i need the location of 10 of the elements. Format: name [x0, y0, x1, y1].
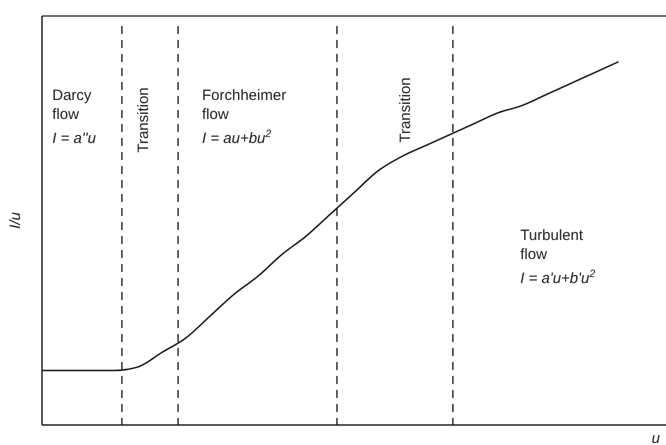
- annotation: Turbulent flow: [520, 227, 584, 263]
- y-axis-title: I/u: [7, 212, 24, 229]
- annotation: Transition: [135, 87, 152, 153]
- annotation: I = au+bu$^{2}$: [202, 128, 272, 147]
- annotation: I = a'u+b'u$^{2}$: [520, 268, 596, 287]
- annotation: Transition: [397, 77, 414, 143]
- annotation: Forchheimer flow: [202, 87, 286, 123]
- annotation: I = a''u: [52, 130, 97, 147]
- x-axis-title: u: [652, 430, 661, 445]
- annotation: Darcy flow: [52, 87, 92, 123]
